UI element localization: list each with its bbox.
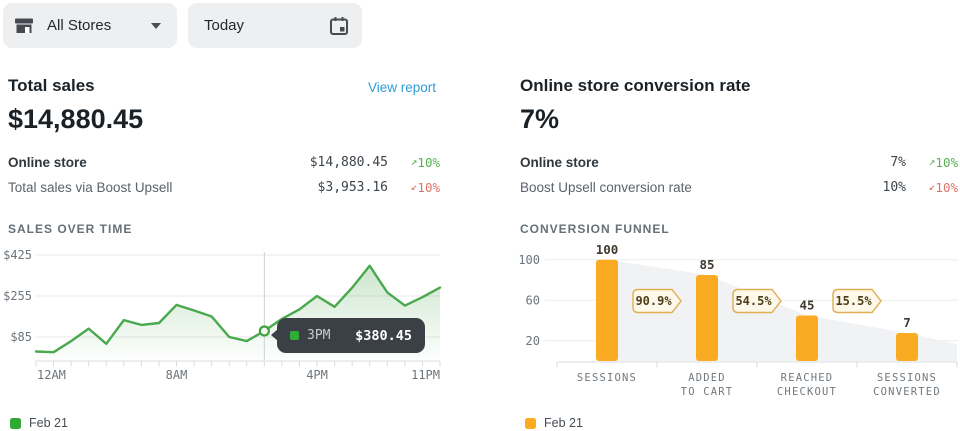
funnel-chart-legend: Feb 21 [525,416,583,430]
chevron-down-icon [151,22,161,29]
date-range-selector[interactable]: Today [188,3,362,48]
svg-text:SESSIONS: SESSIONS [877,372,937,384]
svg-text:20: 20 [526,334,540,348]
view-report-link[interactable]: View report [368,80,437,95]
svg-text:SESSIONS: SESSIONS [577,372,637,384]
legend-label: Feb 21 [29,416,68,430]
metric-value: 7% [890,154,906,170]
metric-change-up: ↗10% [928,154,958,170]
conversion-rate-title: Online store conversion rate [520,76,751,95]
svg-text:90.9%: 90.9% [635,294,672,308]
legend-swatch-orange [525,417,536,429]
metric-row-boost-upsell-rate: Boost Upsell conversion rate 10% ↙10% [520,176,958,198]
svg-text:15.5%: 15.5% [835,294,872,308]
trend-up-icon: ↗ [410,154,418,168]
svg-text:4PM: 4PM [306,368,328,382]
svg-text:ADDED: ADDED [688,372,726,384]
metric-change-down: ↙10% [928,179,958,195]
metric-label: Online store [8,154,87,170]
svg-text:100: 100 [596,244,619,257]
metric-row-online-store-rate: Online store 7% ↗10% [520,151,958,173]
metric-value: $14,880.45 [309,154,388,170]
metric-change-down: ↙10% [410,179,440,195]
tooltip-value: $380.45 [355,327,412,344]
tooltip-series-swatch [290,331,299,340]
sales-line-chart[interactable]: $425 $255 $85 12AM 8AM 4PM 11PM [0,244,460,386]
metric-label: Total sales via Boost Upsell [8,179,173,195]
conversion-funnel-label: CONVERSION FUNNEL [520,222,670,236]
svg-text:REACHED: REACHED [781,372,834,384]
svg-text:54.5%: 54.5% [735,294,772,308]
chart-tooltip: 3PM $380.45 [271,318,425,353]
metric-value: $3,953.16 [317,179,388,195]
svg-text:$425: $425 [3,248,32,262]
trend-down-icon: ↙ [928,179,936,193]
svg-text:$255: $255 [3,289,32,303]
total-sales-value: $14,880.45 [8,104,144,134]
sales-over-time-label: SALES OVER TIME [8,222,133,236]
svg-text:11PM: 11PM [411,368,440,382]
tooltip-time: 3PM [307,328,331,343]
svg-text:12AM: 12AM [37,368,66,382]
metric-row-boost-upsell-sales: Total sales via Boost Upsell $3,953.16 ↙… [8,176,440,198]
sales-chart-legend: Feb 21 [10,416,68,430]
trend-down-icon: ↙ [410,179,418,193]
sales-metric-rows: Online store $14,880.45 ↗10% Total sales… [8,151,440,198]
store-selector-dropdown[interactable]: All Stores [3,3,177,48]
svg-text:CONVERTED: CONVERTED [873,386,941,398]
svg-text:$85: $85 [10,330,32,344]
date-selector-label: Today [204,17,245,34]
svg-text:7: 7 [903,315,911,330]
total-sales-title: Total sales [8,76,95,95]
metric-label: Online store [520,154,599,170]
legend-swatch-green [10,417,21,429]
conversion-funnel-chart[interactable]: 100 60 20 100 85 45 7 90.9% 54.5% 15.5% SESSIONS AD… [515,244,960,406]
conversion-rate-value: 7% [520,104,560,134]
svg-text:45: 45 [799,297,814,312]
metric-change-up: ↗10% [410,154,440,170]
trend-up-icon: ↗ [928,154,936,168]
svg-text:60: 60 [526,293,540,307]
metric-label: Boost Upsell conversion rate [520,179,692,195]
svg-text:85: 85 [699,257,714,272]
store-selector-label: All Stores [47,17,112,34]
svg-text:100: 100 [518,253,540,267]
svg-text:TO CART: TO CART [681,386,734,398]
metric-row-online-store: Online store $14,880.45 ↗10% [8,151,440,173]
metric-value: 10% [882,179,906,195]
conversion-metric-rows: Online store 7% ↗10% Boost Upsell conver… [520,151,958,198]
svg-text:8AM: 8AM [166,368,188,382]
calendar-icon [330,16,348,35]
storefront-icon [15,18,33,33]
legend-label: Feb 21 [544,416,583,430]
svg-text:CHECKOUT: CHECKOUT [777,386,837,398]
